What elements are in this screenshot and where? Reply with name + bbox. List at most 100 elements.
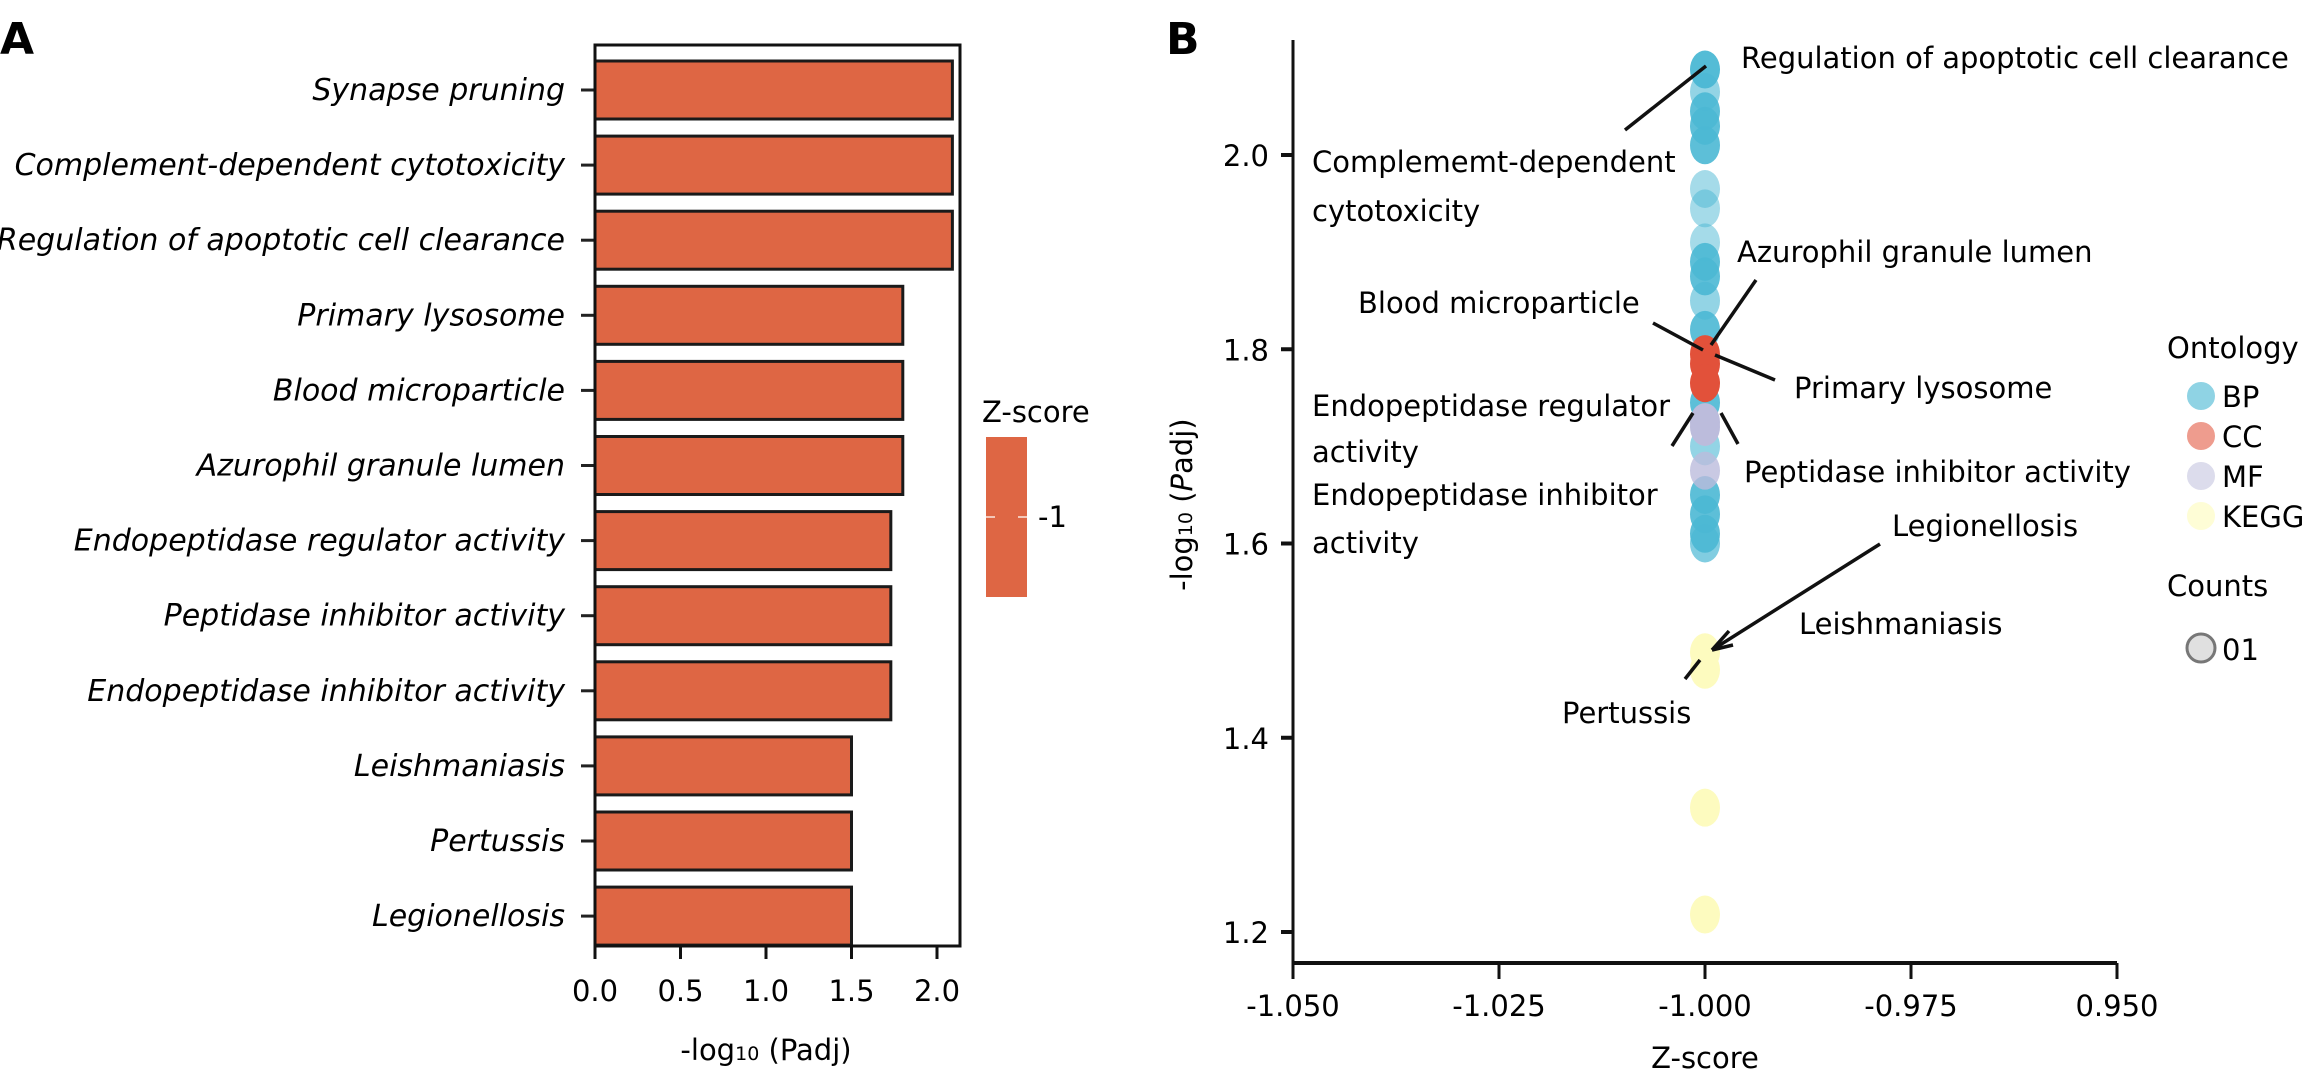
leader-pertussis	[1683, 658, 1702, 681]
y-axis-title-sub: 10	[1175, 512, 1197, 536]
y-axis-title-open: (	[1165, 491, 1199, 512]
point-mf-2	[1690, 451, 1720, 490]
x-tick-label: 1.0	[743, 974, 789, 1008]
legend-label-kegg: KEGG	[2222, 500, 2304, 534]
annotation-endo-reg-line2: activity	[1312, 435, 1419, 469]
legend-label-cc: CC	[2222, 420, 2263, 454]
y-axis-ticks	[581, 88, 595, 918]
bar-pertussis	[593, 810, 853, 872]
bar-complement-dependent-cytotoxicity	[593, 134, 954, 196]
x-tick-label: 0.0	[572, 974, 618, 1008]
bar-legionellosis	[593, 885, 853, 947]
point-annotations: Regulation of apoptotic cell clearance C…	[1312, 41, 2289, 730]
bar-primary-lysosome	[593, 284, 905, 346]
y-tick-label: 1.8	[1223, 333, 1269, 367]
point-kegg-2	[1690, 788, 1720, 827]
y-tick-label: 1.4	[1223, 722, 1269, 756]
x-axis-ticks: -1.050 -1.025 -1.000 -0.975 0.950	[1246, 963, 2159, 1023]
y-tick-label: 1.6	[1223, 528, 1269, 562]
leader-peptidase	[1719, 412, 1740, 445]
category-label-endopeptidase-regulator-activity: Endopeptidase regulator activity	[74, 524, 566, 559]
annotation-endo-inh-line1: Endopeptidase inhibitor	[1312, 478, 1658, 512]
leader-azurophil	[1709, 279, 1758, 346]
category-label-legionellosis: Legionellosis	[372, 899, 565, 934]
leader-arrowhead-a	[1710, 629, 1731, 652]
ontology-legend: Ontology BP CC MF KEGG Counts 01	[2167, 331, 2304, 667]
annotation-primary: Primary lysosome	[1794, 371, 2052, 405]
x-axis-title-tail: (Padj)	[759, 1033, 851, 1067]
bar-leishmaniasis	[593, 735, 853, 797]
bar-endopeptidase-inhibitor-activity	[593, 660, 893, 722]
x-tick-label: -1.025	[1452, 989, 1546, 1023]
category-label-synapse-pruning: Synapse pruning	[312, 73, 565, 108]
category-label-endopeptidase-inhibitor-activity: Endopeptidase inhibitor activity	[87, 674, 566, 709]
x-axis-title: Z-score	[1651, 1041, 1759, 1075]
leader-legionellosis	[1711, 542, 1881, 652]
point-kegg-3	[1690, 895, 1720, 934]
category-label-regulation-of-apoptotic-cell-clearance: Regulation of apoptotic cell clearance	[0, 223, 565, 258]
legend-swatch-bp	[2187, 382, 2215, 410]
annotation-complement-line1: Complememt-dependent	[1312, 145, 1676, 179]
zscore-legend-title: Z-score	[982, 395, 1090, 429]
y-axis-title-close: adj)	[1165, 418, 1199, 474]
plot-frame	[593, 43, 962, 948]
leader-complement	[1623, 64, 1708, 132]
y-axis-ticks: 1.2 1.4 1.6 1.8 2.0	[1223, 139, 1293, 950]
panel-a-letter: A	[0, 14, 34, 65]
x-tick-labels: 0.0 0.5 1.0 1.5 2.0	[572, 974, 960, 1008]
y-tick-label: 1.2	[1223, 916, 1269, 950]
bar-group	[593, 59, 954, 947]
bar-synapse-pruning	[593, 59, 954, 121]
point-bp-17	[1690, 524, 1720, 563]
panel-a-bar-chart: Synapse pruning Complement-dependent cyto…	[0, 43, 1090, 1067]
ontology-legend-items: BP CC MF KEGG	[2187, 380, 2304, 534]
scatter-points	[1690, 50, 1720, 934]
x-axis-title: -log10 (Padj)	[680, 1033, 851, 1067]
annotation-complement-line2: cytotoxicity	[1312, 194, 1480, 228]
bar-azurophil-granule-lumen	[593, 435, 905, 496]
x-tick-label: -0.975	[1864, 989, 1958, 1023]
x-axis-title-main: -log	[680, 1033, 735, 1067]
annotation-legionellosis: Legionellosis	[1892, 509, 2078, 543]
annotation-endo-reg-line1: Endopeptidase regulator	[1312, 389, 1670, 423]
x-axis-ticks	[593, 946, 939, 959]
point-kegg-1	[1690, 650, 1720, 689]
counts-legend-label: 01	[2222, 633, 2259, 667]
x-tick-label: 1.5	[828, 974, 874, 1008]
leader-blood	[1652, 321, 1704, 352]
bar-endopeptidase-regulator-activity	[593, 510, 893, 572]
category-label-peptidase-inhibitor-activity: Peptidase inhibitor activity	[164, 599, 567, 634]
annotation-blood: Blood microparticle	[1358, 286, 1640, 320]
annotation-regulation: Regulation of apoptotic cell clearance	[1741, 41, 2289, 75]
point-bp-10	[1690, 281, 1720, 320]
bar-regulation-of-apoptotic-cell-clearance	[593, 209, 954, 271]
ontology-legend-title: Ontology	[2167, 331, 2299, 365]
legend-swatch-mf	[2187, 462, 2215, 490]
x-tick-label: -1.000	[1658, 989, 1752, 1023]
legend-label-bp: BP	[2222, 380, 2259, 414]
point-bp-4	[1690, 126, 1720, 165]
annotation-azurophil: Azurophil granule lumen	[1737, 235, 2092, 269]
zscore-legend: Z-score -1	[982, 395, 1090, 597]
y-axis-title-main: -log	[1165, 536, 1199, 591]
legend-swatch-cc	[2187, 422, 2215, 450]
leader-primary	[1714, 353, 1776, 382]
counts-legend-circle	[2185, 632, 2217, 664]
leader-endo-inh	[1670, 412, 1695, 447]
zscore-legend-tick-label: -1	[1038, 500, 1067, 534]
category-label-leishmaniasis: Leishmaniasis	[354, 749, 565, 784]
annotation-pertussis: Pertussis	[1562, 696, 1691, 730]
annotation-leishmaniasis: Leishmaniasis	[1799, 607, 2003, 641]
point-cc-2	[1690, 364, 1720, 403]
x-axis-title-sub: 10	[735, 1043, 759, 1065]
category-label-primary-lysosome: Primary lysosome	[297, 298, 565, 333]
annotation-peptidase: Peptidase inhibitor activity	[1744, 455, 2131, 489]
annotation-leader-lines	[1623, 64, 1881, 681]
category-label-pertussis: Pertussis	[430, 824, 565, 859]
x-tick-label: 0.950	[2075, 989, 2158, 1023]
y-axis-title-italic: P	[1165, 473, 1199, 491]
category-label-blood-microparticle: Blood microparticle	[273, 373, 565, 408]
point-mf-1	[1690, 407, 1720, 446]
category-label-complement-dependent-cytotoxicity: Complement-dependent cytotoxicity	[15, 148, 567, 183]
